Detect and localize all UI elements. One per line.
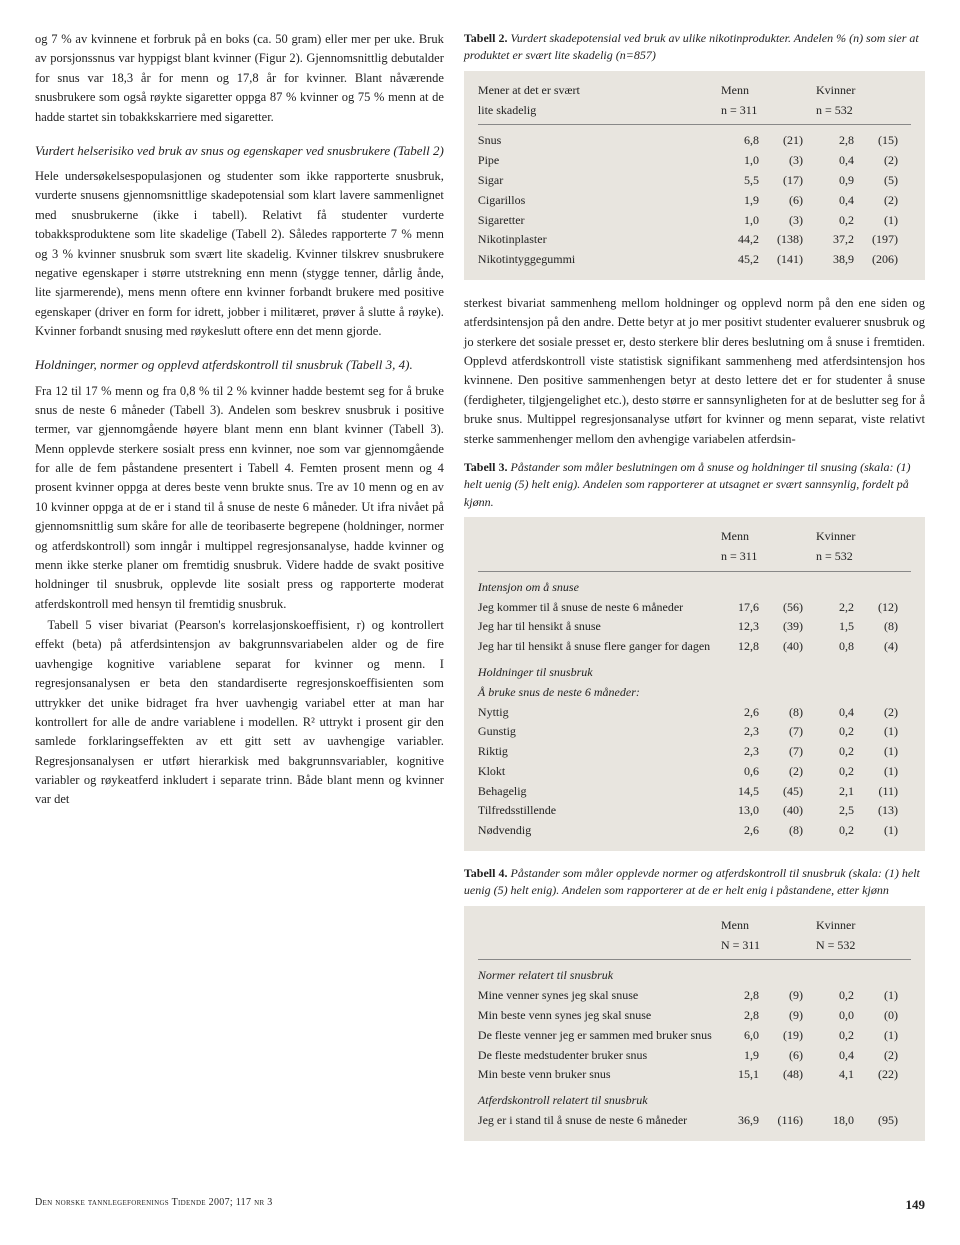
table-row: Klokt0,6(2)0,2(1) xyxy=(478,762,911,782)
body-text: og 7 % av kvinnene et forbruk på en boks… xyxy=(35,30,444,127)
table-row: Pipe1,0(3)0,4(2) xyxy=(478,151,911,171)
table-row: Behagelig14,5(45)2,1(11) xyxy=(478,782,911,802)
body-text: Hele undersøkelsespopulasjonen og studen… xyxy=(35,167,444,341)
table-row: Jeg har til hensikt å snuse flere ganger… xyxy=(478,637,911,657)
table-row: Nødvendig2,6(8)0,2(1) xyxy=(478,821,911,841)
table-row: Min beste venn bruker snus15,1(48)4,1(22… xyxy=(478,1065,911,1085)
table4: MennN = 311 KvinnerN = 532 Normer relate… xyxy=(464,906,925,1141)
table2: Mener at det er svært lite skadelig Menn… xyxy=(464,71,925,280)
body-text: sterkest bivariat sammenheng mellom hold… xyxy=(464,294,925,449)
table-row: Gunstig2,3(7)0,2(1) xyxy=(478,722,911,742)
table-row: De fleste medstudenter bruker snus1,9(6)… xyxy=(478,1046,911,1066)
table-row: Jeg er i stand til å snuse de neste 6 må… xyxy=(478,1111,911,1131)
table-row: Nyttig2,6(8)0,4(2) xyxy=(478,703,911,723)
table-row: Riktig2,3(7)0,2(1) xyxy=(478,742,911,762)
table-row: Cigarillos1,9(6)0,4(2) xyxy=(478,191,911,211)
table-row: Nikotintyggegummi45,2(141)38,9(206) xyxy=(478,250,911,270)
body-text: Tabell 5 viser bivariat (Pearson's korre… xyxy=(35,616,444,810)
table2-caption: Tabell 2. Vurdert skadepotensial ved bru… xyxy=(464,30,925,65)
table-row: Nikotinplaster44,2(138)37,2(197) xyxy=(478,230,911,250)
table-row: Sigaretter1,0(3)0,2(1) xyxy=(478,211,911,231)
table-row: Jeg har til hensikt å snuse12,3(39)1,5(8… xyxy=(478,617,911,637)
table-row: Mine venner synes jeg skal snuse2,8(9)0,… xyxy=(478,986,911,1006)
table-row: Snus6,8(21)2,8(15) xyxy=(478,131,911,151)
table-row: Jeg kommer til å snuse de neste 6 månede… xyxy=(478,598,911,618)
subheading: Holdninger, normer og opplevd atferdskon… xyxy=(35,355,444,375)
left-column: og 7 % av kvinnene et forbruk på en boks… xyxy=(35,30,444,1155)
table3-caption: Tabell 3. Påstander som måler beslutning… xyxy=(464,459,925,511)
table4-caption: Tabell 4. Påstander som måler opplevde n… xyxy=(464,865,925,900)
table-row: De fleste venner jeg er sammen med bruke… xyxy=(478,1026,911,1046)
table-row: Sigar5,5(17)0,9(5) xyxy=(478,171,911,191)
table3: Mennn = 311 Kvinnern = 532 Intensjon om … xyxy=(464,517,925,851)
right-column: Tabell 2. Vurdert skadepotensial ved bru… xyxy=(464,30,925,1155)
page-footer: Den norske tannlegeforenings Tidende 200… xyxy=(35,1195,925,1215)
journal-ref: Den norske tannlegeforenings Tidende 200… xyxy=(35,1195,273,1215)
page-number: 149 xyxy=(906,1195,926,1215)
body-text: Fra 12 til 17 % menn og fra 0,8 % til 2 … xyxy=(35,382,444,615)
subheading: Vurdert helserisiko ved bruk av snus og … xyxy=(35,141,444,161)
table-row: Tilfredsstillende13,0(40)2,5(13) xyxy=(478,801,911,821)
table-row: Min beste venn synes jeg skal snuse2,8(9… xyxy=(478,1006,911,1026)
